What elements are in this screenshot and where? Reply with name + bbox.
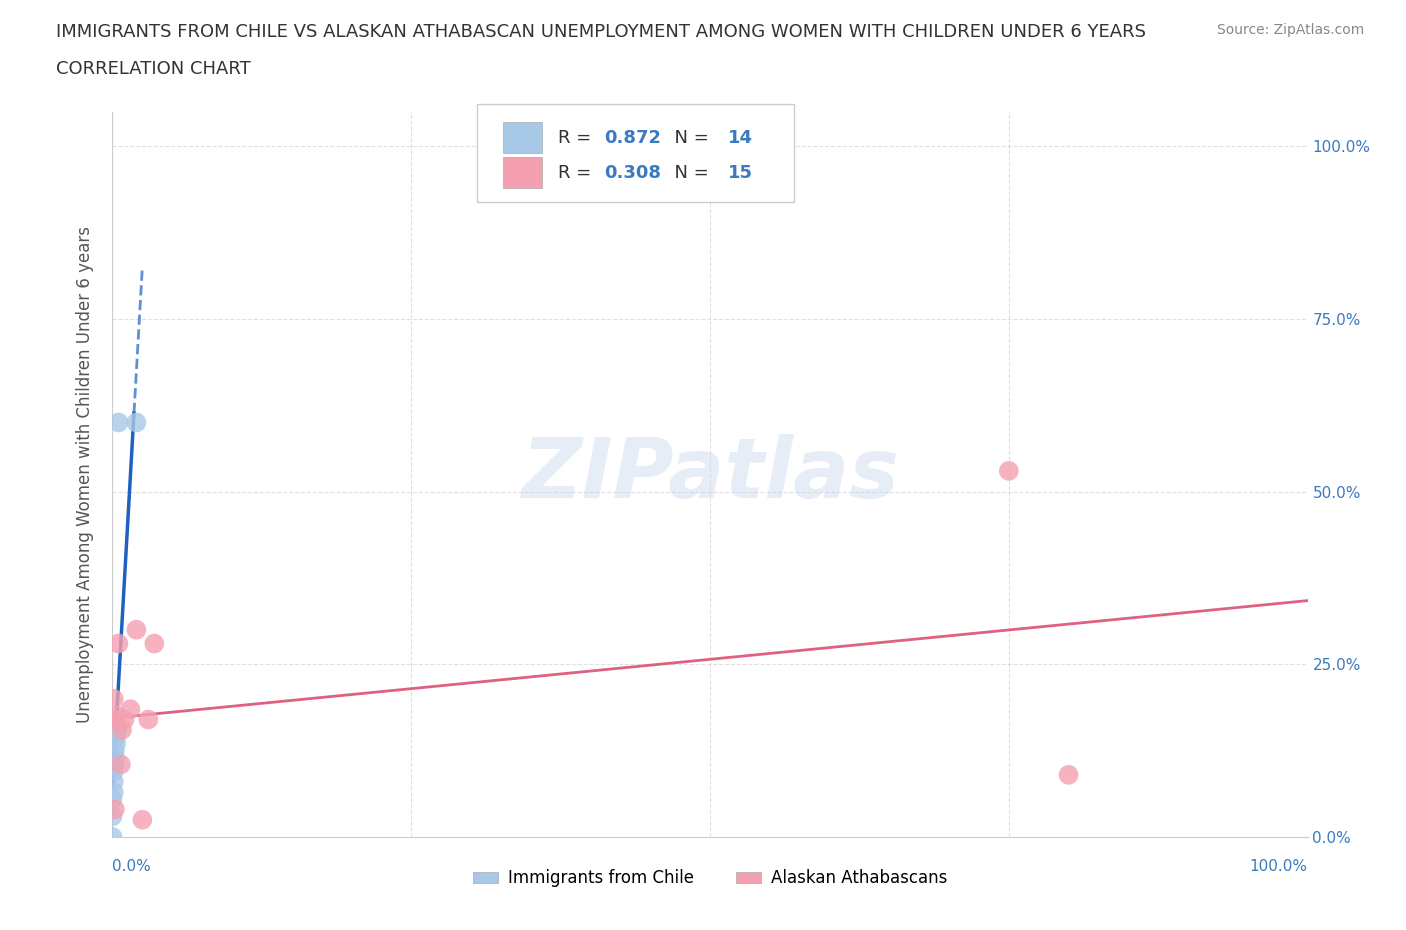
Point: [103, 691, 125, 706]
Text: CORRELATION CHART: CORRELATION CHART: [56, 60, 252, 78]
Point: [107, 415, 129, 430]
Text: N =: N =: [664, 128, 714, 147]
Text: ZIPatlas: ZIPatlas: [522, 433, 898, 515]
Text: R =: R =: [558, 128, 598, 147]
Point: [125, 415, 148, 430]
Point: [104, 757, 127, 772]
Point: [104, 751, 127, 765]
Text: 0.0%: 0.0%: [112, 858, 152, 874]
Point: [105, 737, 128, 751]
Point: [105, 712, 128, 727]
Point: [998, 463, 1021, 478]
Text: 14: 14: [728, 128, 754, 147]
Point: [104, 802, 127, 817]
FancyBboxPatch shape: [503, 123, 541, 153]
Y-axis label: Unemployment Among Women with Children Under 6 years: Unemployment Among Women with Children U…: [76, 226, 94, 723]
Text: Source: ZipAtlas.com: Source: ZipAtlas.com: [1216, 23, 1364, 37]
Point: [111, 723, 134, 737]
Point: [143, 636, 166, 651]
Point: [105, 723, 128, 737]
Text: R =: R =: [558, 164, 598, 181]
Text: 15: 15: [728, 164, 754, 181]
Legend: Immigrants from Chile, Alaskan Athabascans: Immigrants from Chile, Alaskan Athabasca…: [467, 863, 953, 894]
Point: [131, 812, 153, 827]
Point: [125, 622, 148, 637]
Point: [110, 757, 132, 772]
Text: 0.872: 0.872: [603, 128, 661, 147]
Point: [107, 636, 129, 651]
Text: 100.0%: 100.0%: [1250, 858, 1308, 874]
Point: [101, 809, 124, 824]
Point: [114, 712, 135, 727]
Text: 0.308: 0.308: [603, 164, 661, 181]
Point: [1057, 767, 1080, 782]
Point: [105, 709, 128, 724]
Point: [103, 764, 125, 778]
Point: [120, 702, 142, 717]
Point: [104, 743, 127, 758]
Point: [101, 830, 124, 844]
Point: [138, 712, 160, 727]
Point: [103, 775, 125, 790]
Point: [101, 791, 124, 806]
Text: N =: N =: [664, 164, 714, 181]
Point: [105, 729, 128, 744]
Point: [103, 785, 125, 800]
FancyBboxPatch shape: [503, 157, 541, 188]
FancyBboxPatch shape: [477, 104, 794, 203]
Text: IMMIGRANTS FROM CHILE VS ALASKAN ATHABASCAN UNEMPLOYMENT AMONG WOMEN WITH CHILDR: IMMIGRANTS FROM CHILE VS ALASKAN ATHABAS…: [56, 23, 1146, 41]
